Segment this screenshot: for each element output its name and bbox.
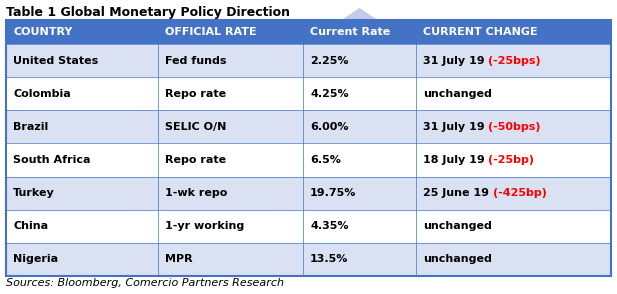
Text: CURRENT CHANGE: CURRENT CHANGE xyxy=(423,27,537,37)
Bar xyxy=(6,110,611,143)
Text: unchanged: unchanged xyxy=(423,221,492,231)
Text: South Africa: South Africa xyxy=(13,155,91,165)
Text: 31 July 19: 31 July 19 xyxy=(423,122,489,132)
Text: Nigeria: Nigeria xyxy=(13,254,58,264)
Text: Fed funds: Fed funds xyxy=(165,56,226,66)
Text: SELIC O/N: SELIC O/N xyxy=(165,122,226,132)
Text: 2.25%: 2.25% xyxy=(310,56,349,66)
Text: Current Rate: Current Rate xyxy=(310,27,391,37)
Text: Turkey: Turkey xyxy=(13,188,55,198)
Text: 18 July 19: 18 July 19 xyxy=(423,155,489,165)
Text: United States: United States xyxy=(13,56,98,66)
Text: COUNTRY: COUNTRY xyxy=(13,27,72,37)
Bar xyxy=(6,210,611,243)
Text: 4.35%: 4.35% xyxy=(310,221,349,231)
Text: 6.00%: 6.00% xyxy=(310,122,349,132)
Text: 25 June 19: 25 June 19 xyxy=(423,188,493,198)
Text: OFFICIAL RATE: OFFICIAL RATE xyxy=(165,27,257,37)
Bar xyxy=(6,20,611,276)
Text: unchanged: unchanged xyxy=(423,254,492,264)
Text: 1-yr working: 1-yr working xyxy=(165,221,244,231)
Text: 31 July 19: 31 July 19 xyxy=(423,56,489,66)
Bar xyxy=(6,44,611,77)
Bar xyxy=(6,243,611,276)
Text: (-425bp): (-425bp) xyxy=(493,188,547,198)
Text: Repo rate: Repo rate xyxy=(165,89,226,99)
Text: 19.75%: 19.75% xyxy=(310,188,357,198)
Bar xyxy=(6,177,611,210)
Text: China: China xyxy=(13,221,48,231)
Text: 6.5%: 6.5% xyxy=(310,155,341,165)
Text: Colombia: Colombia xyxy=(13,89,71,99)
Polygon shape xyxy=(341,8,378,20)
Text: MPR: MPR xyxy=(165,254,193,264)
Text: (-25bp): (-25bp) xyxy=(489,155,534,165)
Text: unchanged: unchanged xyxy=(423,89,492,99)
Text: Brazil: Brazil xyxy=(13,122,48,132)
Text: (-25bps): (-25bps) xyxy=(489,56,541,66)
Text: 13.5%: 13.5% xyxy=(310,254,349,264)
Bar xyxy=(6,20,611,44)
Text: 1-wk repo: 1-wk repo xyxy=(165,188,227,198)
Text: (-50bps): (-50bps) xyxy=(489,122,541,132)
Text: 4.25%: 4.25% xyxy=(310,89,349,99)
Bar xyxy=(6,143,611,177)
Text: Repo rate: Repo rate xyxy=(165,155,226,165)
Text: Sources: Bloomberg, Comercio Partners Research: Sources: Bloomberg, Comercio Partners Re… xyxy=(6,278,284,288)
Bar xyxy=(6,77,611,110)
Text: Table 1 Global Monetary Policy Direction: Table 1 Global Monetary Policy Direction xyxy=(6,6,290,19)
